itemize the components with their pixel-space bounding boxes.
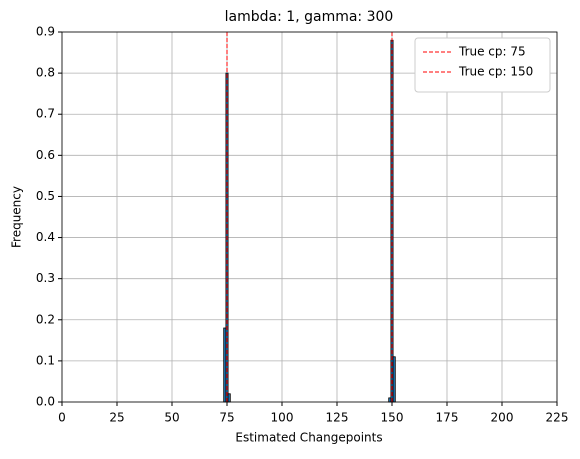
legend-label: True cp: 75: [458, 45, 526, 59]
y-tick-label: 0.7: [36, 107, 55, 121]
y-tick-label: 0.9: [36, 25, 55, 39]
y-tick-label: 0.4: [36, 230, 55, 244]
y-tick-label: 0.8: [36, 66, 55, 80]
y-tick-label: 0.6: [36, 148, 55, 162]
x-tick-label: 50: [164, 411, 179, 425]
y-axis-label: Frequency: [10, 186, 24, 248]
y-tick-label: 0.5: [36, 189, 55, 203]
x-tick-label: 75: [219, 411, 234, 425]
x-tick-label: 150: [381, 411, 404, 425]
x-tick-label: 125: [326, 411, 349, 425]
x-tick-label: 25: [109, 411, 124, 425]
x-tick-label: 100: [271, 411, 294, 425]
y-tick-label: 0.3: [36, 271, 55, 285]
x-tick-label: 175: [436, 411, 459, 425]
legend-label: True cp: 150: [458, 65, 533, 79]
y-tick-label: 0.1: [36, 353, 55, 367]
x-tick-label: 225: [546, 411, 569, 425]
y-tick-label: 0.0: [36, 395, 55, 409]
y-tick-label: 0.2: [36, 312, 55, 326]
bar: [392, 356, 396, 403]
x-tick-label: 0: [58, 411, 66, 425]
axes-frame: [61, 31, 558, 403]
chart-title: lambda: 1, gamma: 300: [225, 9, 394, 25]
x-tick-label: 200: [491, 411, 514, 425]
x-axis-label: Estimated Changepoints: [235, 431, 382, 445]
bar: [227, 393, 231, 403]
